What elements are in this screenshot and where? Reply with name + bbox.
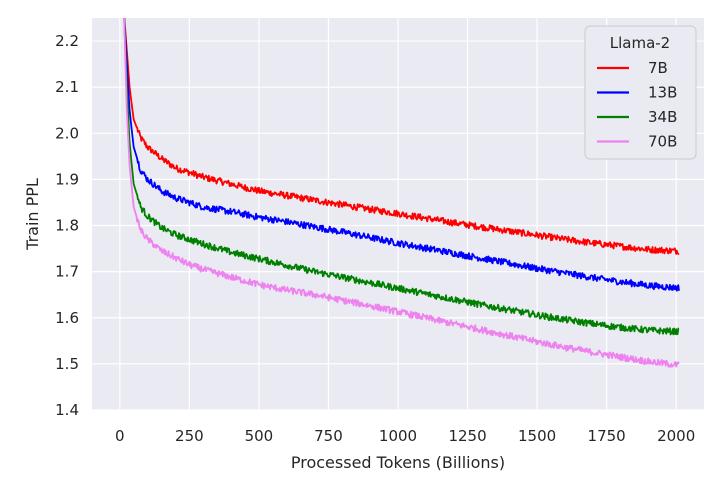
y-tick-label: 2.2	[55, 32, 79, 50]
legend-label-13B: 13B	[648, 84, 677, 102]
legend-items: 7B 13B 34B 70B	[597, 59, 677, 151]
y-axis-label: Train PPL	[23, 178, 42, 251]
x-tick-label: 500	[245, 427, 274, 445]
y-tick-label: 1.9	[55, 170, 79, 188]
x-tick-label: 0	[115, 427, 125, 445]
y-tick-label: 1.6	[55, 309, 79, 327]
legend-box	[584, 25, 697, 160]
x-tick-label: 250	[175, 427, 204, 445]
x-tick-label: 1500	[518, 427, 556, 445]
y-tick-label: 1.8	[55, 217, 79, 235]
legend-label-7B: 7B	[648, 59, 668, 77]
series-line-34B	[123, 18, 680, 336]
x-tick-label: 1750	[588, 427, 626, 445]
legend-label-70B: 70B	[648, 133, 677, 151]
x-tick-label: 1000	[379, 427, 417, 445]
legend-label-34B: 34B	[648, 108, 677, 126]
x-tick-label: 750	[314, 427, 343, 445]
x-tick-label: 1250	[448, 427, 486, 445]
y-tick-label: 1.5	[55, 355, 79, 373]
x-tick-labels: 0 250 500 750 1000 1250 1500 1750 2000	[115, 427, 695, 445]
y-tick-label: 1.7	[55, 263, 79, 281]
series-group	[123, 18, 680, 368]
x-tick-label: 2000	[657, 427, 695, 445]
y-tick-label: 1.4	[55, 401, 79, 419]
series-line-13B	[123, 18, 680, 292]
legend-title: Llama-2	[610, 34, 670, 52]
series-line-70B	[123, 18, 680, 368]
series-line-7B	[123, 18, 680, 255]
y-tick-label: 2.1	[55, 78, 79, 96]
legend: Llama-2 7B 13B 34B 70B	[584, 25, 697, 160]
y-tick-label: 2.0	[55, 124, 79, 142]
y-tick-labels: 1.4 1.5 1.6 1.7 1.8 1.9 2.0 2.1 2.2	[55, 32, 79, 419]
x-axis-label: Processed Tokens (Billions)	[291, 453, 505, 472]
